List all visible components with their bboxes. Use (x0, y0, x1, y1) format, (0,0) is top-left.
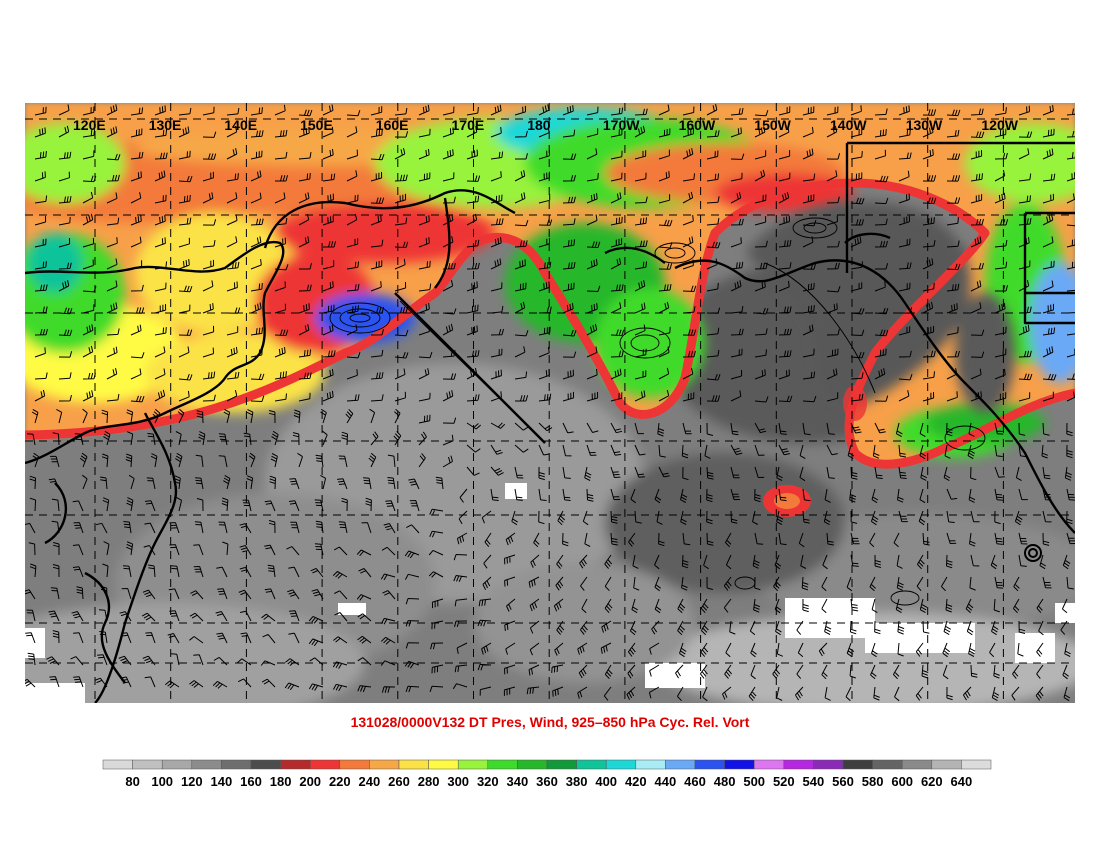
colorbar-label: 560 (832, 774, 854, 789)
colorbar-swatch (783, 759, 814, 770)
colorbar-label: 640 (951, 774, 973, 789)
colorbar-swatch (221, 759, 252, 770)
colorbar-label: 440 (655, 774, 677, 789)
colorbar-label: 100 (151, 774, 173, 789)
colorbar: 80 100 120 140 160 180 200 220 240 260 280 300 320 34… (102, 759, 992, 789)
northeast-low (745, 201, 1015, 413)
colorbar-label: 600 (891, 774, 913, 789)
colorbar-swatch (132, 759, 163, 770)
graticule (25, 103, 1075, 703)
colorbar-swatch (250, 759, 281, 770)
longitude-label: 130E (149, 117, 182, 133)
colorbar-label: 320 (477, 774, 499, 789)
colorbar-label: 240 (359, 774, 381, 789)
colorbar-swatch (369, 759, 400, 770)
colorbar-label: 140 (211, 774, 233, 789)
wind-barbs (25, 104, 1075, 702)
colorbar-label: 500 (743, 774, 765, 789)
colorbar-label: 80 (125, 774, 139, 789)
colorbar-label: 340 (507, 774, 529, 789)
colorbar-label: 180 (270, 774, 292, 789)
colorbar-swatch (161, 759, 193, 770)
longitude-label: 170W (603, 117, 640, 133)
colorbar-swatch (546, 759, 577, 770)
colorbar-swatch (961, 759, 992, 770)
colorbar-label: 420 (625, 774, 647, 789)
tropopause-boundary (25, 178, 1075, 469)
colorbar-swatch (842, 759, 873, 770)
vorticity-contours (329, 217, 1042, 606)
map-panel: 120E 130E 140E 150E 160E 170E 180 170W 160W 150W 1… (25, 103, 1075, 703)
colorbar-swatch (398, 759, 429, 770)
longitude-label: 150W (754, 117, 791, 133)
colorbar-swatch (280, 759, 311, 770)
colorbar-label: 620 (921, 774, 943, 789)
colorbar-swatch (457, 759, 489, 770)
longitude-label: 130W (906, 117, 943, 133)
coastlines (25, 141, 1075, 703)
colorbar-label: 200 (299, 774, 321, 789)
colorbar-label: 380 (566, 774, 588, 789)
colorbar-swatch (102, 759, 133, 770)
longitude-label: 170E (452, 117, 485, 133)
colorbar-label: 480 (714, 774, 736, 789)
colorbar-swatch (665, 759, 696, 770)
colorbar-swatch (191, 759, 222, 770)
colorbar-label: 460 (684, 774, 706, 789)
colorbar-swatch (872, 759, 903, 770)
colorbar-label: 160 (240, 774, 262, 789)
longitude-labels: 120E 130E 140E 150E 160E 170E 180 170W 160W 150W 1… (73, 117, 1019, 133)
longitude-label: 150E (300, 117, 333, 133)
colorbar-labels: 80 100 120 140 160 180 200 220 240 260 280 300 320 34… (125, 774, 972, 789)
colorbar-swatch (428, 759, 459, 770)
colorbar-label: 260 (388, 774, 410, 789)
colorbar-swatch (339, 759, 370, 770)
colorbar-swatch (576, 759, 607, 770)
map-title: 131028/0000V132 DT Pres, Wind, 925–850 h… (350, 714, 750, 730)
colorbar-label: 300 (447, 774, 469, 789)
colorbar-label: 520 (773, 774, 795, 789)
colorbar-label: 360 (536, 774, 558, 789)
colorbar-label: 400 (595, 774, 617, 789)
colorbar-swatch (931, 759, 962, 770)
colorbar-label: 120 (181, 774, 203, 789)
warm-pocket (763, 385, 867, 517)
longitude-label: 160W (679, 117, 716, 133)
longitude-label: 140E (224, 117, 257, 133)
colorbar-label: 220 (329, 774, 351, 789)
colorbar-swatch (517, 759, 548, 770)
longitude-label: 120E (73, 117, 106, 133)
colorbar-label: 540 (803, 774, 825, 789)
colorbar-swatch (635, 759, 666, 770)
longitude-label: 180 (527, 117, 551, 133)
colorbar-swatch (309, 759, 341, 770)
colorbar-label: 280 (418, 774, 440, 789)
colorbar-swatch (605, 759, 637, 770)
longitude-label: 160E (376, 117, 409, 133)
wind-barb-field (25, 104, 1075, 702)
longitude-label: 120W (981, 117, 1018, 133)
colorbar-swatch (753, 759, 785, 770)
colorbar-swatches (102, 759, 992, 770)
colorbar-swatch (694, 759, 725, 770)
colorbar-label: 580 (862, 774, 884, 789)
colorbar-swatch (813, 759, 844, 770)
map-canvas: 120E 130E 140E 150E 160E 170E 180 170W 160W 150W 1… (25, 103, 1075, 703)
longitude-label: 140W (830, 117, 867, 133)
colorbar-swatch (901, 759, 933, 770)
colorbar-swatch (487, 759, 518, 770)
colorbar-swatch (724, 759, 755, 770)
